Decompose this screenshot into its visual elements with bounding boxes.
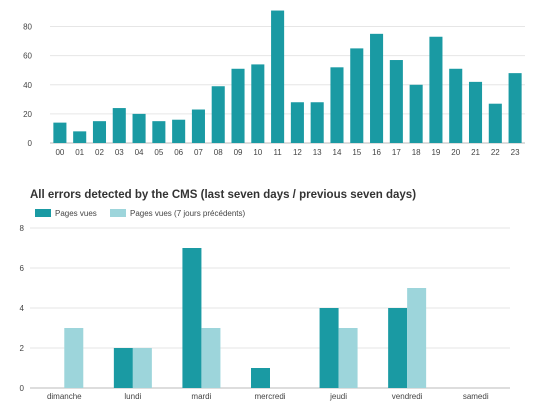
x-tick-label: samedi [463,392,489,401]
bar [370,33,384,144]
bar [388,308,408,388]
bar [152,121,166,143]
bar [407,288,427,388]
bar [112,108,126,143]
hourly-bar-chart: 0 20 40 60 80 00 01 02 03 04 05 06 07 08 09 10 11 12 13 14 1… [23,10,525,157]
bar [330,67,344,143]
bar [191,109,205,143]
x-tick-label: 03 [115,148,124,157]
x-tick-label: 22 [491,148,500,157]
bar [53,122,67,143]
bar [449,68,463,143]
bar [338,328,358,388]
chart-title: All errors detected by the CMS (last sev… [30,189,416,201]
x-tick-label: 10 [253,148,262,157]
x-tick-label: mercredi [254,392,285,401]
bar [468,81,483,143]
x-tick-label: 12 [293,148,302,157]
legend-swatch-previous-week [110,209,126,217]
bar [508,73,522,143]
x-tick-label: 17 [392,148,401,157]
x-tick-label: 07 [194,148,203,157]
bar [350,48,364,144]
y-tick-label: 60 [23,52,32,61]
bar [488,103,502,143]
x-tick-label: 14 [333,148,342,157]
bar [251,64,265,143]
x-tick-label: 06 [174,148,183,157]
x-tick-label: 16 [372,148,381,157]
bar [132,113,146,143]
x-tick-label: 21 [471,148,480,157]
bar [92,121,107,143]
x-tick-label: 02 [95,148,104,157]
legend-label-previous-week: Pages vues (7 jours précédents) [130,209,246,218]
bar [290,102,304,143]
x-tick-label: 15 [352,148,361,157]
bar [201,328,221,388]
bar [73,131,87,143]
bar [409,84,423,143]
y-tick-label: 20 [23,110,32,119]
y-tick-label: 40 [23,81,32,90]
x-tick-label: 19 [431,148,440,157]
x-tick-label: 13 [313,148,322,157]
y-tick-label: 6 [20,264,25,273]
bar [64,328,84,388]
bar [132,348,152,388]
bar [231,68,245,143]
x-tick-label: 04 [135,148,144,157]
bar [271,10,285,143]
x-tick-label: 23 [511,148,520,157]
x-tick-label: 09 [234,148,243,157]
bar [211,86,225,143]
x-tick-label: 11 [273,148,282,157]
x-tick-label: 18 [412,148,421,157]
x-tick-label: lundi [124,392,141,401]
x-tick-label: 20 [451,148,460,157]
y-tick-label: 0 [28,139,33,148]
x-tick-label: 00 [55,148,64,157]
bar [182,248,202,388]
x-tick-label: 05 [154,148,163,157]
x-tick-label: jeudi [329,392,347,401]
bar [251,368,270,388]
x-tick-label: 08 [214,148,223,157]
bar [172,119,186,143]
x-tick-label: dimanche [47,392,82,401]
y-tick-label: 2 [20,344,25,353]
x-tick-label: mardi [191,392,211,401]
legend-label-pages-vues: Pages vues [55,209,97,218]
bar [319,308,339,388]
bar [310,102,324,143]
y-tick-label: 80 [23,23,32,32]
y-tick-label: 4 [20,304,25,313]
bar [389,60,403,143]
y-tick-label: 8 [20,224,25,233]
legend-swatch-pages-vues [35,209,51,217]
x-tick-label: 01 [75,148,84,157]
x-tick-label: vendredi [392,392,423,401]
y-tick-label: 0 [20,384,25,393]
bar [429,36,443,143]
bar [113,348,133,388]
